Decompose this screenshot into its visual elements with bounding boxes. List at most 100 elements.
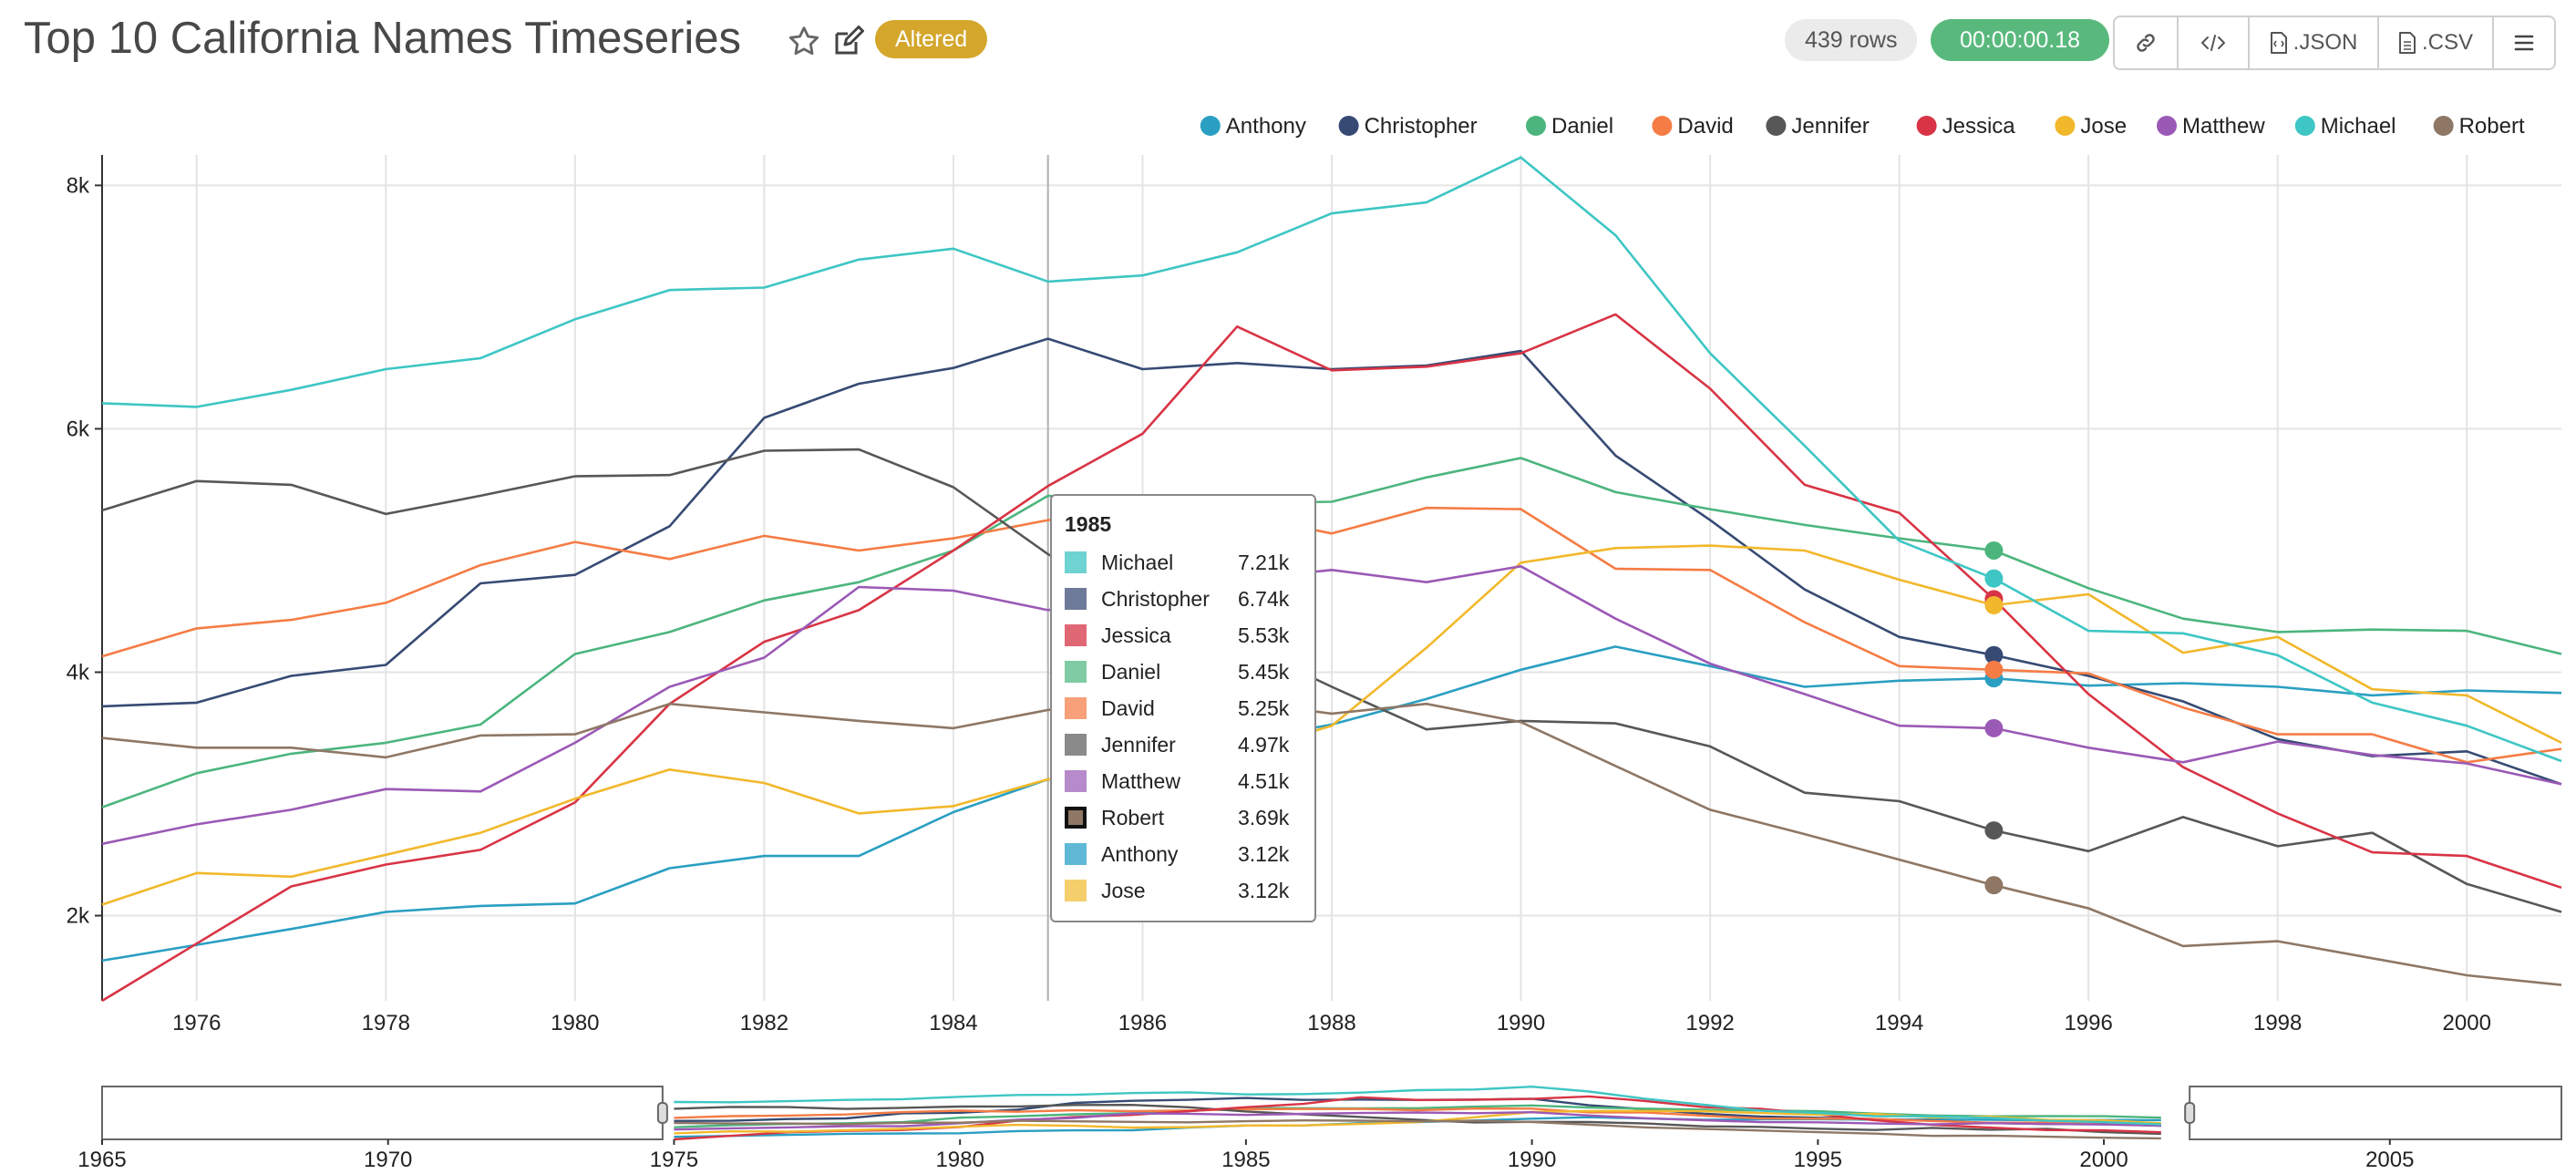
legend-dot: [1766, 116, 1787, 136]
series-marker-robert: [1984, 876, 2004, 895]
brush-series-daniel: [674, 1104, 2161, 1128]
y-tick-label: 2k: [67, 904, 90, 929]
x-tick-label: 1978: [362, 1011, 410, 1035]
tooltip-series-name: Jose: [1101, 878, 1146, 902]
legend-item-michael[interactable]: Michael: [2294, 114, 2396, 139]
series-marker-daniel: [1984, 541, 2004, 560]
tooltip-swatch: [1065, 551, 1087, 573]
tooltip-swatch: [1065, 807, 1087, 829]
tooltip-series-value: 5.25k: [1238, 695, 1290, 720]
legend-label: Jessica: [1942, 114, 2016, 139]
star-icon[interactable]: [786, 24, 822, 60]
altered-badge[interactable]: Altered: [875, 20, 988, 58]
legend-item-matthew[interactable]: Matthew: [2157, 114, 2265, 139]
legend-label: Anthony: [1226, 114, 1306, 139]
series-marker-christopher: [1984, 645, 2004, 664]
tooltip-title: 1985: [1065, 512, 1112, 536]
tooltip-swatch: [1065, 880, 1087, 901]
x-tick-label: 1990: [1497, 1011, 1545, 1035]
brush-tick-label: 1965: [77, 1148, 126, 1172]
series-marker-matthew: [1984, 718, 2004, 737]
tooltip-series-name: Christopher: [1101, 586, 1210, 611]
brush-tick-label: 2000: [2079, 1148, 2128, 1172]
brush-mask-left: [101, 1086, 664, 1140]
x-tick-label: 1992: [1685, 1011, 1734, 1035]
grid-lines: [102, 155, 2561, 1001]
legend-item-daniel[interactable]: Daniel: [1526, 114, 1613, 139]
csv-file-icon: [2398, 32, 2416, 54]
legend-item-robert[interactable]: Robert: [2433, 114, 2525, 139]
tooltip-series-value: 3.12k: [1238, 878, 1290, 902]
link-icon: [2137, 34, 2155, 52]
tooltip-row: Michael 7.21k: [1065, 544, 1302, 581]
tooltip-swatch: [1065, 588, 1087, 610]
series-line-david: [101, 506, 2562, 764]
series-line-jessica: [101, 313, 2562, 1003]
range-brush[interactable]: 1965 1970 1975 1980 1985 1990 1995 2000 2005: [77, 1085, 2563, 1172]
y-tick-label: 4k: [67, 660, 90, 685]
tooltip-swatch: [1065, 843, 1087, 865]
tooltip-series-name: Jessica: [1101, 623, 1171, 647]
tooltip-series-name: David: [1101, 695, 1155, 720]
legend-item-christopher[interactable]: Christopher: [1338, 114, 1478, 139]
tooltip-series-value: 5.53k: [1238, 623, 1290, 647]
legend-label: Jose: [2080, 114, 2127, 139]
legend-item-jose[interactable]: Jose: [2055, 114, 2127, 139]
x-tick-label: 1994: [1875, 1011, 1923, 1035]
code-icon: [2201, 35, 2225, 51]
tooltip-swatch: [1065, 624, 1087, 646]
brush-tick-label: 1985: [1221, 1148, 1270, 1172]
embed-code-button[interactable]: [2179, 17, 2250, 68]
tooltip-series-value: 6.74k: [1238, 586, 1290, 611]
tooltip-row: Christopher 6.74k: [1065, 581, 1302, 617]
legend-label: Jennifer: [1791, 114, 1869, 139]
legend-dot: [2157, 116, 2177, 136]
brush-mask-right: [2189, 1086, 2563, 1140]
legend-dot: [2433, 116, 2454, 136]
series-marker-jose: [1984, 596, 2004, 615]
series-line-michael: [101, 156, 2562, 763]
tooltip-series-name: Robert: [1101, 805, 1165, 829]
tooltip-row: David 5.25k: [1065, 690, 1302, 726]
x-tick-label: 1980: [551, 1011, 599, 1035]
tooltip-series-name: Anthony: [1101, 841, 1179, 866]
brush-series-david: [674, 1107, 2161, 1126]
brush-handle-grip: [2184, 1102, 2196, 1124]
legend-item-jennifer[interactable]: Jennifer: [1766, 114, 1870, 139]
export-csv-label: .CSV: [2421, 30, 2473, 55]
more-menu-button[interactable]: [2494, 17, 2554, 68]
x-tick-label: 2000: [2443, 1011, 2491, 1035]
tooltip-row: Robert 3.69k: [1065, 799, 1302, 836]
export-json-button[interactable]: .JSON: [2250, 17, 2379, 68]
export-json-label: .JSON: [2293, 30, 2358, 55]
brush-handle-grip: [656, 1102, 668, 1124]
tooltip-rows: Michael 7.21k Christopher 6.74k Jessica 5.53k…: [1065, 544, 1302, 909]
legend-dot: [1200, 116, 1221, 136]
tooltip-row: Jennifer 4.97k: [1065, 726, 1302, 763]
tooltip-swatch: [1065, 697, 1087, 719]
legend-label: Christopher: [1365, 114, 1478, 139]
tooltip-series-name: Matthew: [1101, 768, 1180, 793]
brush-tick-label: 1980: [935, 1148, 984, 1172]
x-tick-label: 1984: [929, 1011, 977, 1035]
legend-dot: [1526, 116, 1546, 136]
legend-item-anthony[interactable]: Anthony: [1200, 114, 1306, 139]
tooltip-series-value: 3.12k: [1238, 841, 1290, 866]
brush-handle[interactable]: [2184, 1102, 2196, 1124]
chart-legend: Anthony Christopher Daniel David Jennifer Jes…: [1200, 114, 2525, 139]
y-tick-label: 6k: [67, 417, 90, 441]
share-link-button[interactable]: [2115, 17, 2179, 68]
series-marker-michael: [1984, 569, 2004, 588]
x-tick-label: 1982: [740, 1011, 788, 1035]
series-line-jennifer: [101, 448, 2562, 913]
tooltip-row: Jessica 5.53k: [1065, 617, 1302, 654]
brush-handle[interactable]: [656, 1102, 668, 1124]
tooltip-swatch: [1065, 770, 1087, 792]
series-line-matthew: [101, 564, 2562, 846]
query-timer-badge: 00:00:00.18: [1931, 19, 2109, 61]
export-csv-button[interactable]: .CSV: [2379, 17, 2494, 68]
legend-item-david[interactable]: David: [1652, 114, 1734, 139]
legend-dot: [1916, 116, 1937, 136]
legend-item-jessica[interactable]: Jessica: [1916, 114, 2016, 139]
edit-icon[interactable]: [831, 26, 864, 58]
